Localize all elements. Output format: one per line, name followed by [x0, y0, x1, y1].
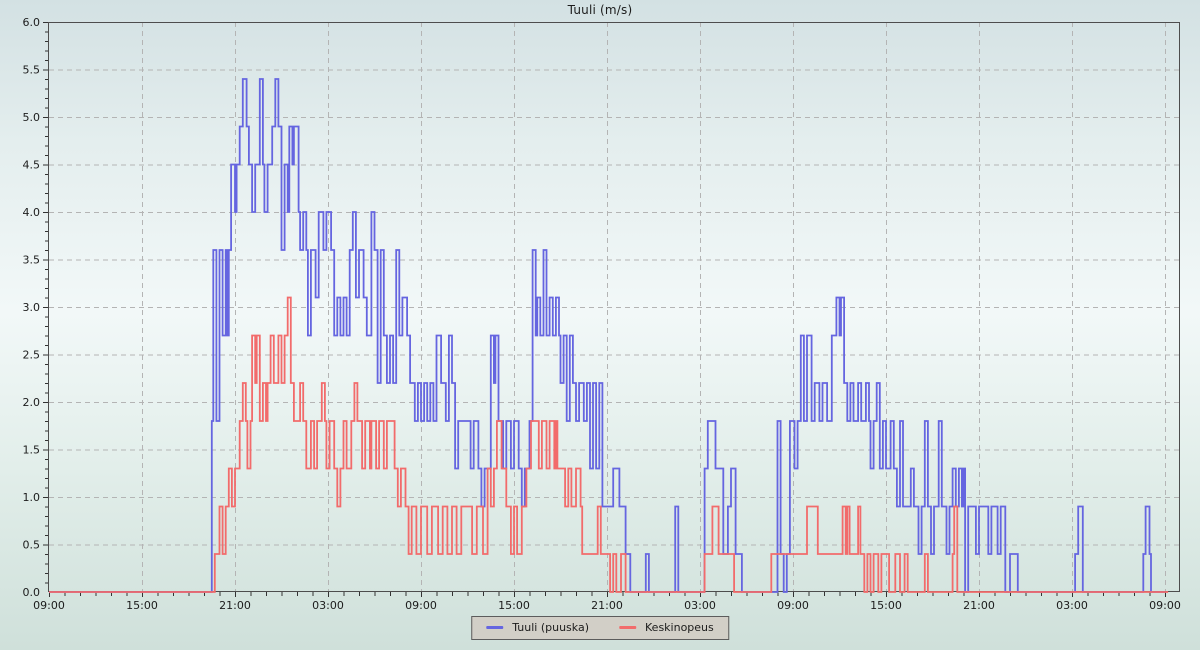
x-tick-label: 21:00 [219, 599, 251, 612]
y-tick-label: 5.5 [23, 64, 41, 77]
x-tick-label: 15:00 [870, 599, 902, 612]
legend-label-gusts: Tuuli (puuska) [512, 621, 590, 634]
y-tick-label: 6.0 [23, 16, 41, 29]
x-tick-label: 09:00 [405, 599, 437, 612]
series-line-gusts [49, 78, 1165, 593]
y-tick-label: 5.0 [23, 111, 41, 124]
legend: Tuuli (puuska) Keskinopeus [471, 616, 729, 640]
series-line-average [49, 296, 1169, 593]
x-tick-label: 21:00 [591, 599, 623, 612]
gridlines [49, 22, 1179, 592]
x-tick-label: 03:00 [1056, 599, 1088, 612]
y-tick-label: 2.5 [23, 349, 41, 362]
x-tick-label: 03:00 [312, 599, 344, 612]
y-tick-label: 3.0 [23, 301, 41, 314]
y-tick-label: 0.0 [23, 586, 41, 599]
x-tick-label: 15:00 [126, 599, 158, 612]
y-tick-label: 1.0 [23, 491, 41, 504]
x-tick-label: 09:00 [1149, 599, 1181, 612]
axis-labels: 0.0 0.5 1.0 1.5 2.0 2.5 3.0 3.5 4.0 4.5 5.0 5.5 6.0 0… [23, 16, 1181, 612]
gust-line-swatch-icon [486, 626, 504, 629]
y-tick-label: 4.5 [23, 159, 41, 172]
x-tick-label: 21:00 [963, 599, 995, 612]
x-tick-label: 03:00 [684, 599, 716, 612]
x-tick-label: 15:00 [498, 599, 530, 612]
y-tick-label: 2.0 [23, 396, 41, 409]
legend-item-average: Keskinopeus [619, 621, 714, 634]
y-tick-label: 1.5 [23, 444, 41, 457]
y-tick-label: 0.5 [23, 539, 41, 552]
legend-label-average: Keskinopeus [645, 621, 714, 634]
average-line-swatch-icon [619, 626, 637, 629]
chart-title: Tuuli (m/s) [567, 3, 633, 17]
y-tick-label: 3.5 [23, 254, 41, 267]
x-tick-label: 09:00 [777, 599, 809, 612]
x-tick-label: 09:00 [33, 599, 65, 612]
legend-item-gusts: Tuuli (puuska) [486, 621, 589, 634]
y-tick-label: 4.0 [23, 206, 41, 219]
